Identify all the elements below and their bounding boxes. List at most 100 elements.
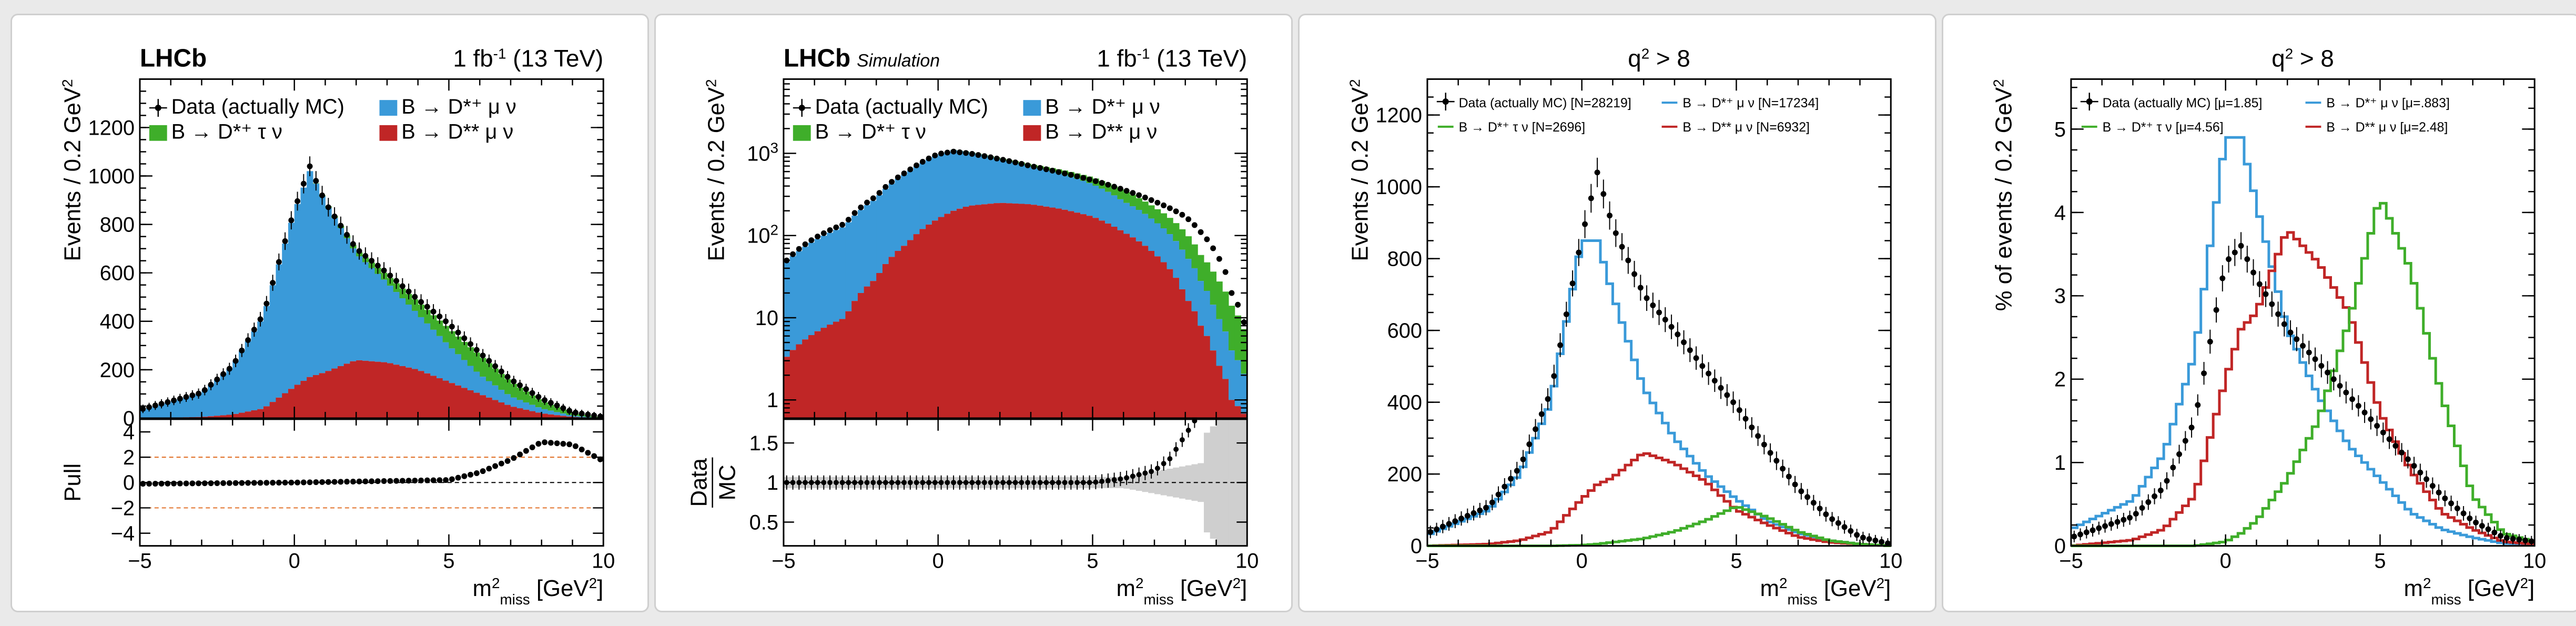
bar-dss <box>1037 205 1043 418</box>
bar-dmu <box>1160 228 1167 262</box>
bar-dmu <box>839 227 846 319</box>
data-point <box>492 363 499 369</box>
bar-dss <box>1055 208 1062 418</box>
pull-point <box>572 443 579 449</box>
bar-dss <box>888 257 895 418</box>
data-point <box>1483 504 1489 511</box>
data-point <box>2368 416 2374 422</box>
bar-dmu <box>1123 203 1130 234</box>
bar-dss <box>895 250 901 418</box>
legend-dss-label: B → D** μ ν <box>401 120 513 144</box>
data-point <box>517 382 523 388</box>
ratio-tick-label: 0.5 <box>749 511 778 534</box>
bar-dmu <box>343 238 350 364</box>
pull-point <box>424 477 430 483</box>
bar-dss <box>294 385 301 418</box>
data-point <box>251 327 257 333</box>
data-point <box>2127 514 2133 521</box>
bar-dtau <box>1173 223 1180 241</box>
pull-point <box>393 478 400 484</box>
data-point <box>171 397 177 403</box>
data-point <box>1810 500 1817 506</box>
data-point <box>2460 510 2467 517</box>
pull-point <box>443 477 449 483</box>
data-point <box>2195 402 2201 408</box>
bar-dss <box>839 319 846 418</box>
data-point <box>196 390 202 397</box>
pull-point <box>338 479 344 485</box>
ratio-point <box>1111 477 1117 482</box>
bar-dmu <box>1203 291 1211 336</box>
histogram-dmu <box>1427 239 1891 547</box>
data-point <box>146 404 153 410</box>
bar-dmu <box>1074 178 1081 213</box>
bar-dmu <box>1043 170 1050 207</box>
bar-dss <box>1006 203 1013 418</box>
data-point <box>2448 500 2455 507</box>
pull-tick-label: 0 <box>123 471 135 494</box>
bar-dmu <box>325 207 332 371</box>
text-span: ] <box>1241 575 1247 601</box>
data-point <box>2473 519 2479 526</box>
data-point <box>2355 402 2361 409</box>
data-point <box>1080 175 1087 181</box>
data-point <box>585 411 591 418</box>
bar-dmu <box>381 279 388 362</box>
bar-dmu <box>208 385 215 417</box>
bar-dss <box>1086 216 1093 418</box>
data-point <box>591 412 597 419</box>
y-tick-label: 1 <box>767 389 778 412</box>
y-tick-label: 800 <box>1387 248 1422 271</box>
data-point <box>1736 407 1742 413</box>
ratio-point <box>1093 479 1099 485</box>
ratio-point <box>957 480 962 486</box>
bar-dmu <box>1025 166 1031 205</box>
main-plot-frame <box>2070 78 2536 547</box>
data-point <box>1185 216 1192 223</box>
ratio-point <box>1006 480 1012 486</box>
bar-dtau <box>547 405 554 411</box>
bar-dtau <box>418 305 424 317</box>
data-point <box>1551 373 1557 379</box>
bar-dmu <box>288 223 295 389</box>
bar-dmu <box>529 405 536 411</box>
data-point <box>158 401 165 407</box>
ratio-point <box>1025 480 1031 486</box>
data-point <box>2071 533 2077 540</box>
text-span: 2 <box>1135 575 1144 591</box>
data-point <box>864 199 870 206</box>
text-span: ] <box>1884 575 1891 601</box>
data-point <box>919 159 926 165</box>
text-span: 2 <box>1990 79 2006 87</box>
pull-point <box>597 456 603 462</box>
y-tick-label: 1000 <box>1375 176 1422 199</box>
data-point <box>2090 527 2096 533</box>
x-axis-title: m2miss [GeV2] <box>2404 575 2535 608</box>
data-point <box>1018 160 1025 167</box>
bar-dmu <box>473 371 480 393</box>
bar-dmu <box>485 381 493 398</box>
bar-dss <box>449 383 455 418</box>
data-point <box>399 283 405 289</box>
bar-dmu <box>1148 218 1155 251</box>
bar-dmu <box>282 243 289 393</box>
text-span: 2 <box>2285 45 2294 62</box>
data-point <box>2522 537 2529 543</box>
data-point <box>2330 376 2337 382</box>
histogram-dmu <box>2071 136 2535 546</box>
pull-point <box>146 481 153 487</box>
data-point <box>325 204 331 210</box>
pull-axis-title: Pull <box>60 463 86 502</box>
bar-dmu <box>1104 191 1112 224</box>
data-point <box>239 347 245 354</box>
bar-dss <box>492 400 499 418</box>
text-span: (13 TeV) <box>1150 45 1247 72</box>
bar-dmu <box>1117 199 1124 230</box>
data-point <box>802 241 808 247</box>
bar-dmu <box>430 329 437 376</box>
data-point <box>1198 229 1204 235</box>
text-span: % of events / 0.2 GeV <box>1991 87 2017 311</box>
pull-point <box>381 478 387 484</box>
bar-dmu <box>368 268 375 361</box>
pull-point <box>183 480 189 487</box>
